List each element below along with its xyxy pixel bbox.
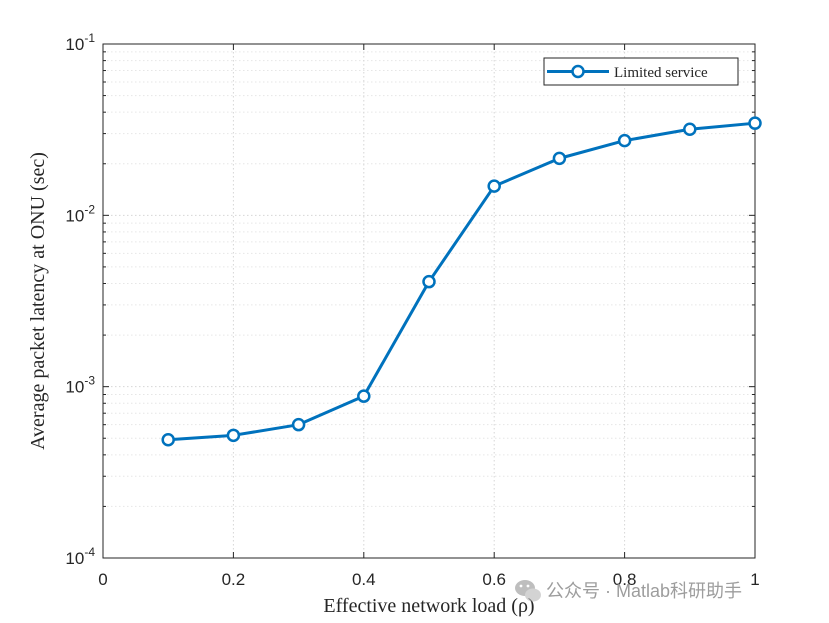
tick-labels: 0 0.2 0.4 0.6 0.8 1 10-4 10-3 10-2 10-1 [65,31,759,589]
watermark-text: 公众号 · Matlab科研助手 [546,581,742,601]
data-point-marker [748,116,762,130]
x-axis-label: Effective network load (ρ) [323,595,534,617]
x-tick-label: 0.4 [352,570,376,589]
y-tick-label: 10-1 [65,31,95,54]
axes [102,43,756,559]
plot-background [103,44,755,558]
axes-box [102,43,756,559]
data-point-marker [683,122,697,137]
legend-label: Limited service [614,65,708,81]
y-tick-label: 10-4 [65,545,95,568]
data-point-marker [161,432,175,447]
data-series [161,116,762,447]
data-point-marker [487,179,501,193]
x-tick-label: 0 [98,570,107,589]
legend-marker-sample [571,64,585,79]
x-tick-label: 1 [750,570,759,589]
data-point-marker [226,428,241,443]
series-line [168,121,756,442]
y-tick-label: 10-3 [65,374,95,397]
watermark: 公众号 · Matlab科研助手 [515,580,742,602]
wechat-icon [515,580,541,602]
legend: Limited service [543,57,739,86]
data-point-marker [422,274,436,289]
x-tick-label: 0.6 [482,570,506,589]
x-tick-label: 0.2 [222,570,246,589]
y-tick-label: 10-2 [65,202,95,225]
x-tick-label: 0.8 [613,570,637,589]
data-point-marker [552,151,567,166]
data-point-marker [357,389,371,403]
data-point-marker [617,133,632,148]
data-point-marker [291,417,306,432]
y-axis-label: Average packet latency at ONU (sec) [27,152,49,450]
